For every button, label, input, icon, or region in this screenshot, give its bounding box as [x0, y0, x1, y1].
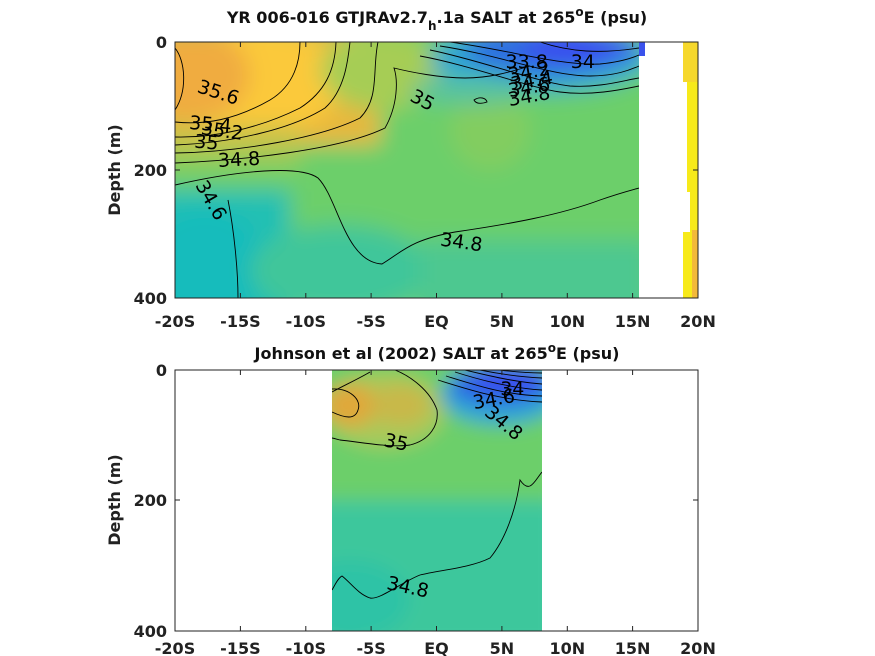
bottom-x-tick-labels: -20S -15S -10S -5S EQ 5N 10N 15N 20N — [155, 639, 716, 656]
tick-label: 0 — [156, 361, 167, 380]
bottom-x-ticks — [175, 370, 698, 631]
contour-label: 33.8 — [506, 51, 548, 73]
tick-label: 200 — [134, 491, 167, 510]
tick-label: 5N — [490, 312, 515, 331]
bottom-panel: Johnson et al (2002) SALT at 265oE (psu) — [105, 341, 716, 656]
tick-label: 20N — [680, 639, 716, 656]
tick-label: EQ — [424, 639, 449, 656]
contour-label: 35.4 — [188, 112, 232, 138]
top-y-axis-label: Depth (m) — [105, 124, 124, 216]
tick-label: -10S — [286, 639, 326, 656]
tick-label: 400 — [134, 622, 167, 641]
top-surface-strip — [639, 42, 645, 56]
tick-label: 20N — [680, 312, 716, 331]
tick-label: EQ — [424, 312, 449, 331]
tick-label: -5S — [356, 639, 385, 656]
contour-label: 34.8 — [217, 148, 260, 172]
tick-label: 5N — [490, 639, 515, 656]
bottom-contours — [332, 370, 542, 599]
bottom-title: Johnson et al (2002) SALT at 265oE (psu) — [254, 341, 620, 363]
tick-label: -10S — [286, 312, 326, 331]
bottom-y-axis-label: Depth (m) — [105, 454, 124, 546]
top-title: YR 006-016 GTJRAv2.7h.1a SALT at 265oE (… — [226, 5, 647, 33]
tick-label: -20S — [155, 639, 195, 656]
top-y-tick-labels: 0 200 400 — [134, 33, 167, 308]
top-contours — [175, 42, 639, 298]
contour-label: 34 — [500, 378, 524, 400]
tick-label: 10N — [549, 312, 585, 331]
bottom-y-tick-labels: 0 200 400 — [134, 361, 167, 641]
tick-label: 15N — [615, 639, 651, 656]
tick-label: -5S — [356, 312, 385, 331]
tick-label: 400 — [134, 289, 167, 308]
tick-label: 10N — [549, 639, 585, 656]
contour-label: 35 — [382, 429, 410, 456]
tick-label: -15S — [220, 312, 260, 331]
tick-label: -15S — [220, 639, 260, 656]
tick-label: -20S — [155, 312, 195, 331]
tick-label: 200 — [134, 161, 167, 180]
top-x-ticks — [175, 42, 698, 298]
top-panel: YR 006-016 GTJRAv2.7h.1a SALT at 265oE (… — [105, 5, 716, 331]
tick-label: 0 — [156, 33, 167, 52]
contour-label: 34 — [571, 51, 595, 73]
contour-label: 35 — [193, 131, 219, 155]
top-x-tick-labels: -20S -15S -10S -5S EQ 5N 10N 15N 20N — [155, 312, 716, 331]
tick-label: 15N — [615, 312, 651, 331]
